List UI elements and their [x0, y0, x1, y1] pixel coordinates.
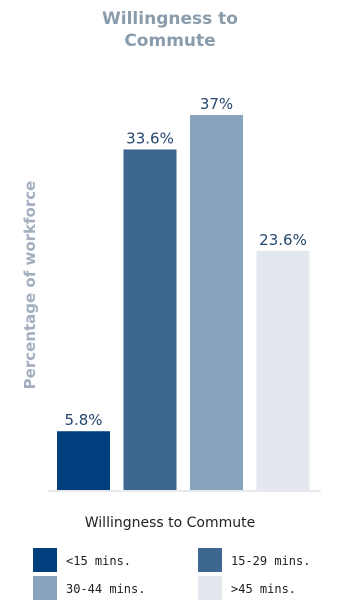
x-axis-label: Willingness to Commute: [85, 515, 255, 531]
legend-swatch-2: [33, 576, 57, 600]
bars-group: [57, 115, 310, 490]
chart-title-line-2: Commute: [124, 31, 215, 51]
legend-swatch-3: [198, 576, 222, 600]
value-labels-group: 5.8% 33.6% 37% 23.6%: [64, 95, 306, 429]
legend-label-1: 15-29 mins.: [231, 554, 310, 568]
chart-title-line-1: Willingness to: [102, 9, 238, 29]
legend-swatch-1: [198, 548, 222, 572]
bar-value-label-2: 37%: [200, 95, 233, 113]
legend-swatch-0: [33, 548, 57, 572]
bar-3: [256, 250, 310, 490]
bar-value-label-1: 33.6%: [126, 129, 174, 147]
bar-value-label-3: 23.6%: [259, 231, 307, 249]
legend-label-0: <15 mins.: [66, 554, 131, 568]
legend-label-3: >45 mins.: [231, 582, 296, 596]
bar-2: [190, 115, 243, 490]
bar-0: [57, 431, 110, 490]
legend-label-2: 30-44 mins.: [66, 582, 145, 596]
bar-value-label-0: 5.8%: [64, 411, 102, 429]
bar-1: [123, 149, 177, 490]
y-axis-label: Percentage of workforce: [21, 181, 39, 390]
legend: <15 mins. 15-29 mins. 30-44 mins. >45 mi…: [33, 548, 310, 600]
